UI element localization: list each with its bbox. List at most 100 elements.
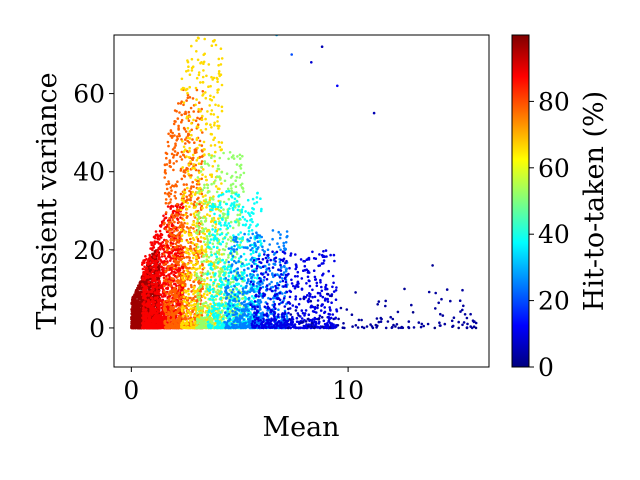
data-point [180,118,184,122]
data-point [173,134,176,137]
data-point [182,295,186,299]
data-point [209,112,213,116]
data-point [183,230,186,233]
data-point [206,293,209,297]
data-point [212,138,215,142]
data-point [173,216,176,219]
data-point [191,251,194,254]
data-point [163,309,166,312]
data-point [230,187,233,190]
data-point [169,134,172,138]
data-point [202,69,205,72]
data-point [195,203,198,206]
data-point [203,202,207,205]
data-point [196,58,200,62]
data-point [212,182,216,185]
data-point [199,311,203,315]
data-point [184,205,188,208]
data-point [157,292,161,296]
data-point [138,307,141,311]
data-point [178,312,182,315]
data-point [211,78,214,81]
data-point [180,88,183,91]
data-point [196,321,199,325]
data-point [228,151,232,154]
data-point [227,197,231,201]
data-point [162,222,166,226]
data-point [191,307,194,310]
data-point [180,77,184,81]
data-point [169,307,172,310]
data-point [173,146,176,149]
data-point [143,268,147,271]
data-point [210,156,213,159]
data-point [172,168,175,172]
data-point [172,239,176,242]
data-point [167,180,170,183]
data-point [192,238,196,242]
data-point [194,86,198,90]
data-point [185,155,188,158]
data-point [167,292,171,296]
data-point [190,290,193,293]
data-point [153,296,157,300]
data-point [219,47,223,50]
data-point [193,302,196,306]
data-point [227,157,230,161]
data-point [239,163,243,167]
data-point [160,255,164,258]
data-point [192,206,196,209]
data-point [161,287,164,290]
data-point [189,106,193,110]
data-point [158,286,162,289]
data-point [168,326,172,329]
data-point [202,229,206,233]
data-point [182,190,186,194]
data-point [177,272,181,276]
data-point [210,275,213,279]
data-point [225,172,229,175]
data-point [174,190,177,194]
data-point [167,132,170,136]
data-point [188,266,191,270]
data-point [195,138,199,142]
data-point [153,240,156,243]
data-point [156,259,159,263]
data-point [177,323,181,326]
data-point [189,247,193,250]
data-point [164,151,168,155]
data-point [203,186,206,189]
data-point [143,324,147,327]
data-point [156,296,159,299]
data-point [152,288,155,292]
data-point [177,291,180,295]
data-point [217,127,220,130]
data-point [196,231,199,234]
data-point [164,261,168,265]
data-point [189,319,192,323]
data-point [177,317,180,320]
data-point [183,128,187,131]
data-point [139,304,143,308]
data-point [176,238,180,242]
data-point [195,213,199,217]
data-point [236,155,239,158]
data-point [196,311,199,315]
data-point [154,262,157,265]
data-point [208,98,212,101]
data-point [167,144,170,148]
data-point [179,208,183,212]
data-point [193,141,196,144]
data-point [149,275,153,279]
data-point [173,274,177,278]
data-point [239,173,242,177]
data-point [241,154,244,158]
data-point [184,213,187,216]
data-point [204,175,207,179]
data-point [165,299,169,303]
data-point [165,239,168,243]
data-point [189,323,193,327]
data-point [195,259,198,263]
data-point [184,321,187,325]
data-point [207,85,210,88]
